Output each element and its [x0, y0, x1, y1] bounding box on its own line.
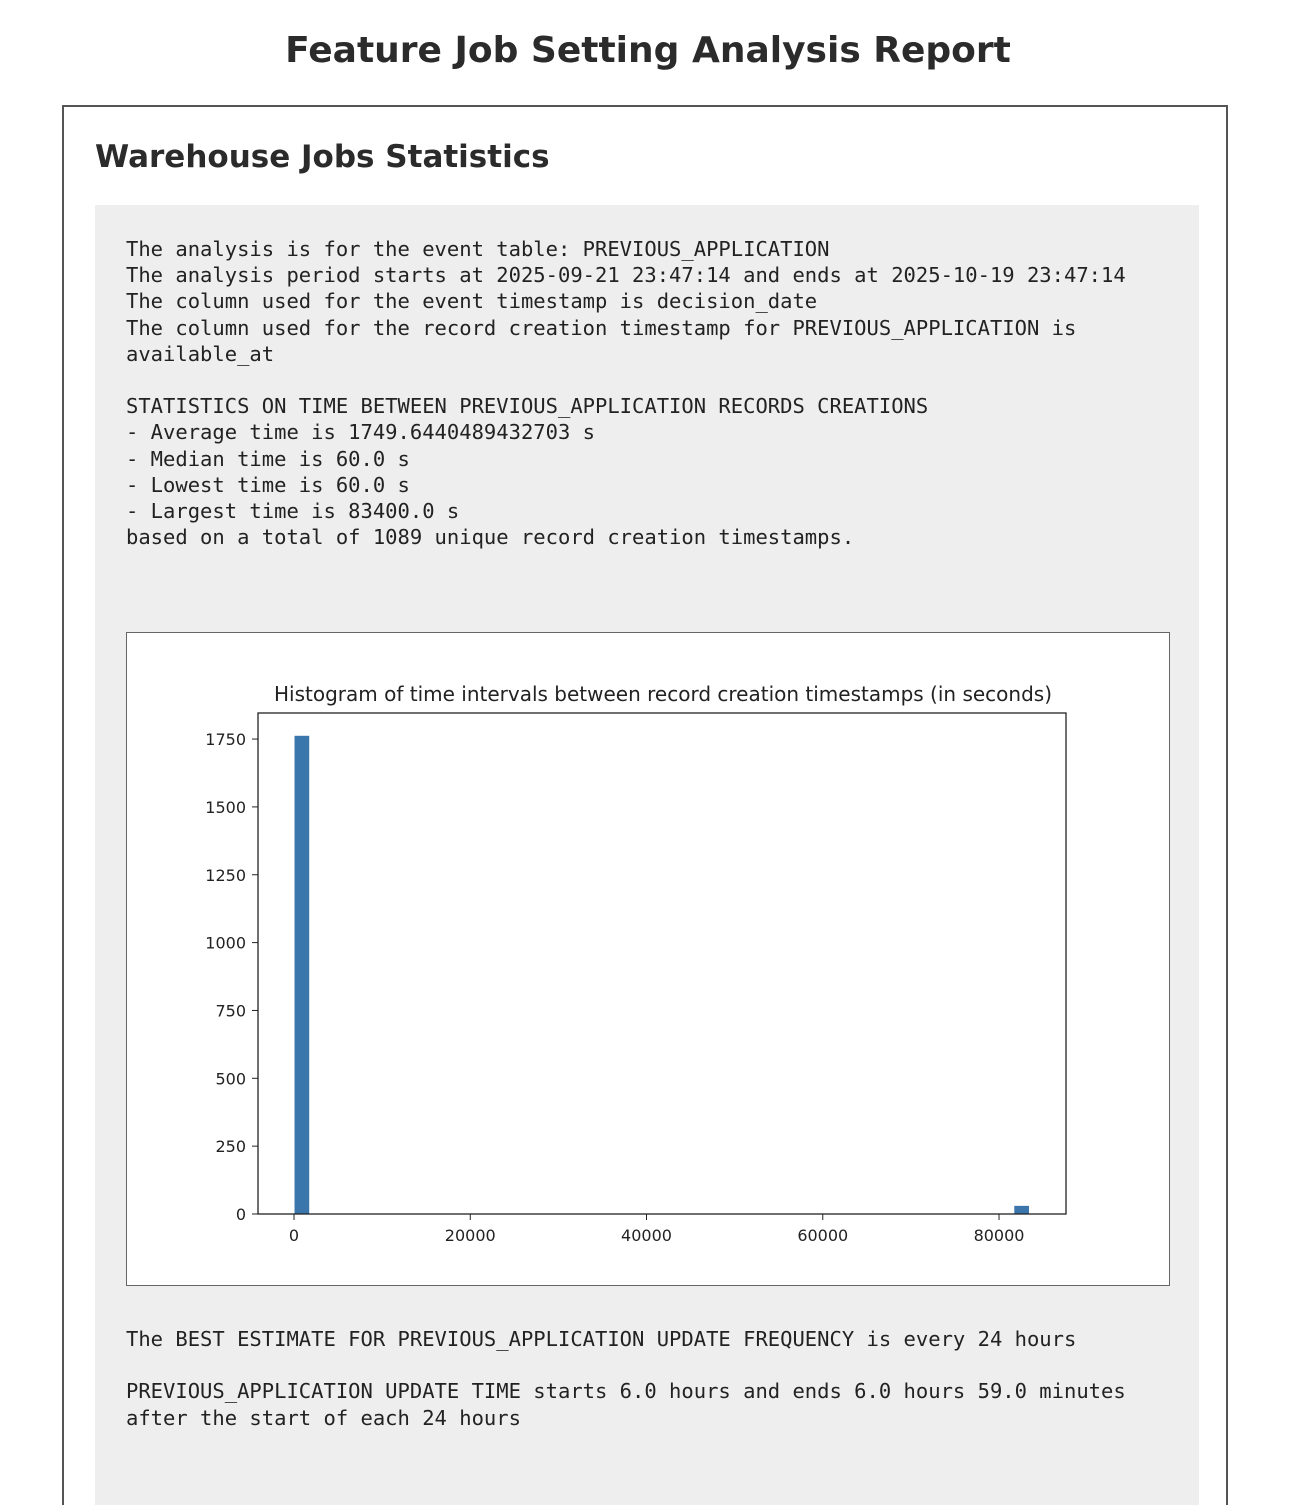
- x-tick-label: 0: [289, 1226, 299, 1245]
- intro-line: - Lowest time is 60.0 s: [126, 472, 410, 497]
- intro-line: The column used for the event timestamp …: [126, 289, 818, 314]
- report-card: Warehouse Jobs Statistics The analysis i…: [62, 105, 1228, 1505]
- intro-line: [126, 367, 1186, 393]
- histogram-svg: Histogram of time intervals between reco…: [205, 682, 1067, 1245]
- histogram-bar: [1014, 1205, 1029, 1214]
- y-tick-label: 750: [215, 1001, 246, 1020]
- intro-line: - Average time is 1749.6440489432703 s: [126, 420, 595, 445]
- chart-title: Histogram of time intervals between reco…: [274, 682, 1052, 706]
- y-tick-label: 1750: [205, 730, 246, 749]
- intro-line: The analysis is for the event table: PRE…: [126, 237, 830, 261]
- y-tick-label: 250: [215, 1137, 246, 1156]
- x-tick-label: 80000: [974, 1226, 1025, 1245]
- outro-text: The BEST ESTIMATE FOR PREVIOUS_APPLICATI…: [126, 1326, 1186, 1431]
- outro-line: PREVIOUS_APPLICATION UPDATE TIME starts …: [126, 1379, 1139, 1430]
- y-tick-label: 1500: [205, 798, 246, 817]
- x-tick-label: 20000: [445, 1226, 496, 1245]
- plot-frame: [257, 712, 1067, 1215]
- intro-line: - Largest time is 83400.0 s: [126, 499, 460, 524]
- outro-line: The BEST ESTIMATE FOR PREVIOUS_APPLICATI…: [126, 1327, 1077, 1351]
- intro-line: STATISTICS ON TIME BETWEEN PREVIOUS_APPL…: [126, 394, 929, 419]
- y-tick-label: 0: [236, 1205, 246, 1224]
- intro-line: based on a total of 1089 unique record c…: [126, 525, 855, 550]
- outro-line: [126, 1352, 1186, 1378]
- page-title: Feature Job Setting Analysis Report: [285, 30, 1011, 71]
- y-tick-label: 1000: [205, 934, 246, 953]
- x-tick-label: 40000: [621, 1226, 672, 1245]
- section-title: Warehouse Jobs Statistics: [95, 139, 550, 175]
- stats-panel: The analysis is for the event table: PRE…: [95, 205, 1199, 1505]
- intro-line: The analysis period starts at 2025-09-21…: [126, 263, 1126, 288]
- x-tick-label: 60000: [797, 1226, 848, 1245]
- intro-line: - Median time is 60.0 s: [126, 446, 410, 471]
- histogram-chart: Histogram of time intervals between reco…: [126, 632, 1170, 1286]
- intro-text: The analysis is for the event table: PRE…: [126, 236, 1186, 550]
- y-tick-label: 500: [215, 1069, 246, 1088]
- intro-line: The column used for the record creation …: [126, 315, 1089, 366]
- histogram-bar: [294, 735, 310, 1214]
- y-tick-label: 1250: [205, 866, 246, 885]
